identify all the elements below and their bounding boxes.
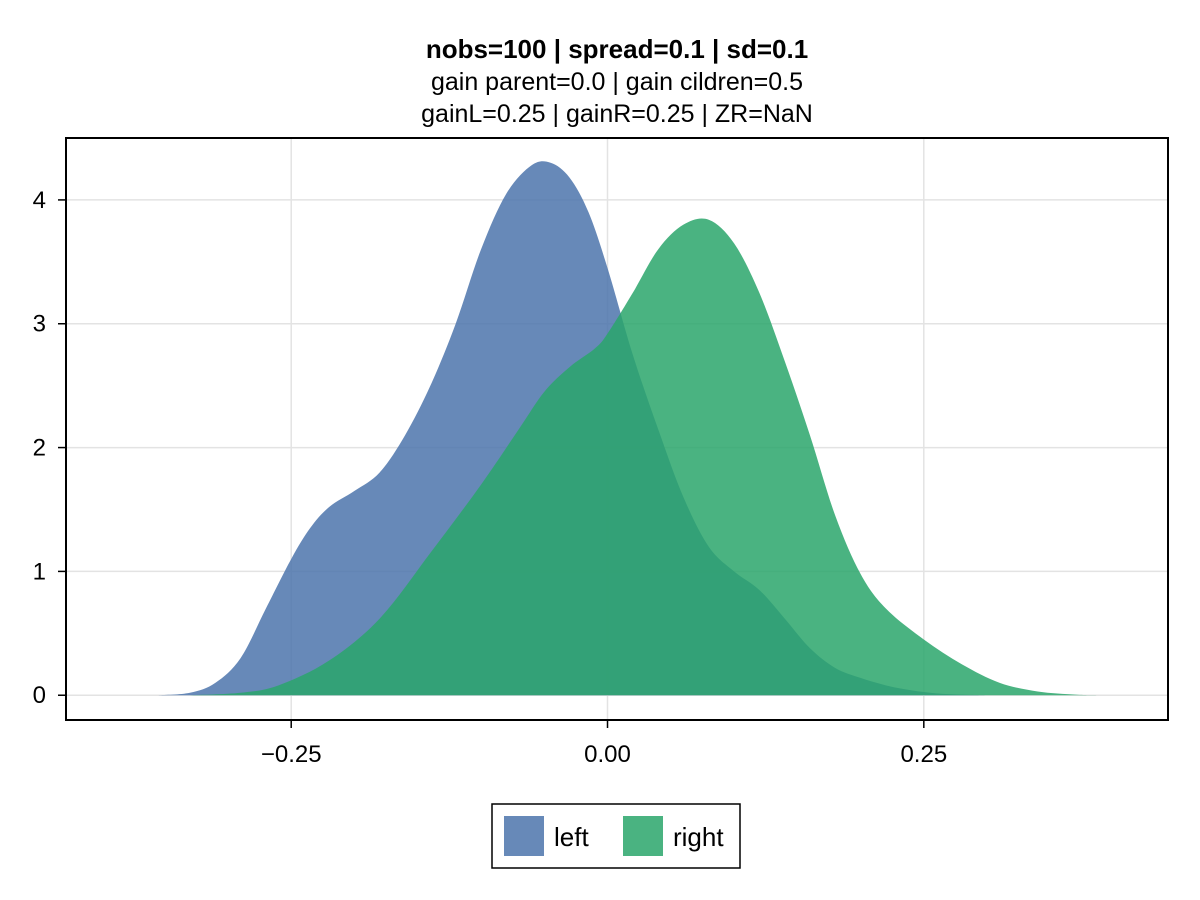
y-tick-label: 3 [33,311,46,338]
series-areas [158,161,1101,696]
chart-subtitle-line-2: gainL=0.25 | gainR=0.25 | ZR=NaN [421,100,813,128]
chart-title: nobs=100 | spread=0.1 | sd=0.1 [426,34,808,64]
plot-area: −0.25 0.00 0.25 0 1 2 3 4 [33,137,1169,768]
x-tick-label: −0.25 [261,741,322,768]
x-axis: −0.25 0.00 0.25 [261,720,947,768]
y-tick-label: 2 [33,435,46,462]
legend: left right [491,803,741,869]
y-axis: 0 1 2 3 4 [33,187,66,709]
x-tick-label: 0.00 [584,741,631,768]
y-tick-label: 0 [33,682,46,709]
chart-subtitle-line-1: gain parent=0.0 | gain cildren=0.5 [431,68,803,96]
density-area-right [189,218,1101,696]
x-tick-label: 0.25 [900,741,947,768]
legend-label-left: left [554,822,589,852]
legend-swatch-right [623,816,663,856]
y-tick-label: 1 [33,558,46,585]
legend-label-right: right [673,822,724,852]
legend-swatch-left [504,816,544,856]
plot-frame [65,137,1169,721]
legend-box [491,803,741,869]
y-tick-label: 4 [33,187,46,214]
